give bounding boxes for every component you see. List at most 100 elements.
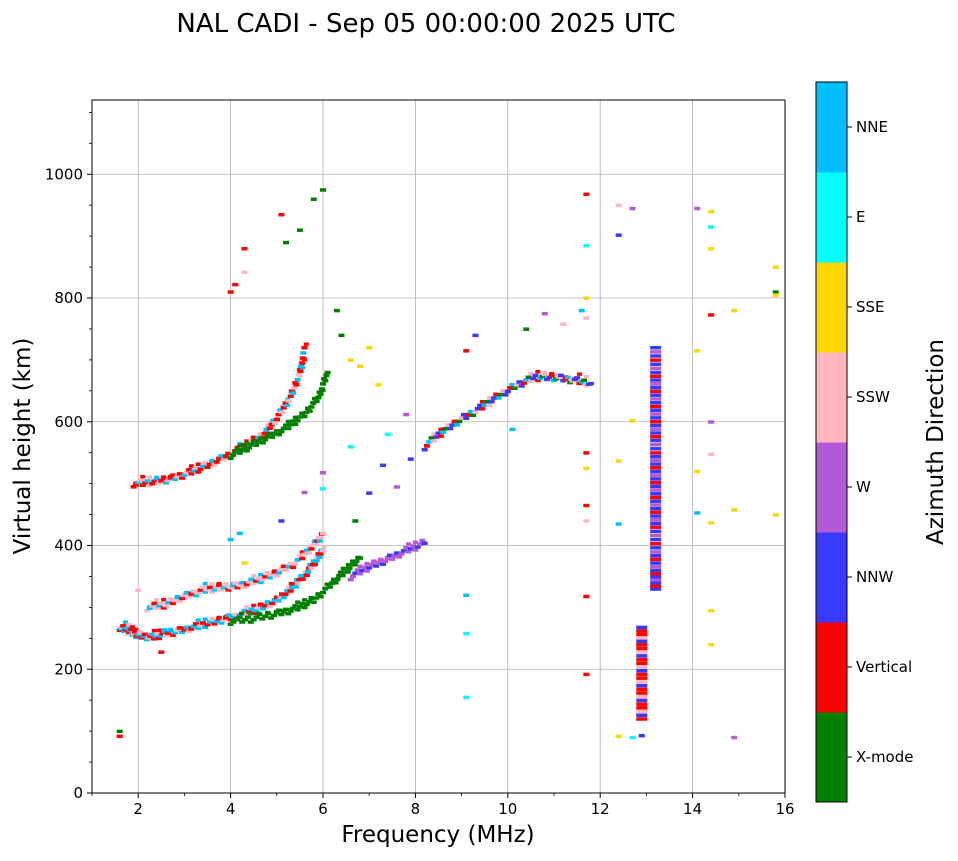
echo-mark: [772, 513, 779, 517]
echo-mark: [265, 611, 272, 616]
echo-mark: [225, 588, 232, 592]
echo-mark: [255, 440, 262, 444]
echo-mark: [650, 581, 662, 585]
echo-mark: [172, 630, 179, 635]
echo-mark: [239, 620, 246, 624]
echo-mark: [650, 529, 662, 534]
echo-mark: [241, 445, 248, 449]
echo-mark: [708, 643, 715, 647]
echo-mark: [650, 404, 662, 409]
echo-mark: [306, 551, 313, 555]
echo-mark: [650, 370, 662, 375]
echo-mark: [636, 639, 648, 644]
echo-mark: [313, 596, 320, 600]
echo-mark: [188, 592, 195, 596]
echo-mark: [297, 369, 304, 374]
echo-mark: [213, 460, 220, 464]
echo-mark: [236, 583, 243, 588]
echo-mark: [227, 290, 234, 294]
echo-mark: [636, 702, 648, 706]
echo-mark: [202, 590, 209, 594]
echo-mark: [199, 464, 206, 468]
echo-mark: [283, 568, 290, 572]
colorbar-swatch-w: [816, 442, 847, 533]
echo-mark: [576, 372, 582, 376]
echo-mark: [233, 617, 240, 622]
colorbar-swatch-e: [816, 172, 847, 263]
echo-mark: [486, 396, 492, 400]
echo-mark: [389, 557, 396, 561]
echo-mark: [244, 439, 250, 443]
echo-mark: [539, 374, 546, 379]
echo-mark: [222, 616, 229, 620]
echo-mark: [299, 577, 306, 581]
echo-mark: [144, 608, 151, 613]
echo-mark: [165, 631, 172, 635]
x-tick-label: 14: [683, 800, 702, 818]
echo-mark: [283, 423, 290, 427]
echo-mark: [213, 585, 220, 590]
echo-mark: [303, 410, 310, 415]
echo-mark: [206, 620, 213, 624]
colorbar-frame: [815, 81, 848, 803]
echo-mark: [636, 672, 648, 677]
echo-mark: [615, 459, 622, 463]
echo-mark: [458, 416, 465, 420]
echo-mark: [341, 570, 348, 574]
echo-mark: [257, 437, 264, 441]
echo-mark: [343, 566, 350, 571]
echo-mark: [287, 394, 294, 399]
echo-mark: [158, 479, 165, 483]
echo-mark: [317, 535, 324, 540]
echo-mark: [258, 572, 264, 577]
echo-mark: [583, 503, 590, 508]
echo-mark: [155, 636, 162, 641]
echo-mark: [176, 626, 183, 630]
echo-mark: [241, 585, 248, 589]
echo-mark: [154, 632, 161, 636]
echo-mark: [139, 483, 146, 487]
echo-mark: [636, 625, 648, 630]
echo-mark: [322, 378, 329, 383]
echo-mark: [192, 593, 199, 598]
echo-mark: [315, 592, 322, 596]
echo-mark: [190, 469, 197, 473]
echo-mark: [275, 412, 282, 417]
echo-mark: [368, 563, 375, 567]
echo-mark: [442, 426, 449, 431]
echo-mark: [142, 481, 149, 485]
echo-mark: [204, 622, 211, 627]
echo-mark: [209, 617, 216, 622]
echo-mark: [396, 555, 403, 559]
echo-mark: [292, 381, 299, 385]
echo-mark: [495, 396, 502, 400]
echo-mark: [438, 427, 444, 432]
echo-mark: [574, 376, 581, 380]
echo-mark: [650, 546, 662, 550]
echo-mark: [629, 735, 636, 740]
echo-mark: [583, 519, 590, 523]
echo-mark: [250, 435, 257, 440]
echo-mark: [403, 412, 410, 417]
echo-mark: [259, 577, 266, 582]
echo-mark: [280, 426, 287, 431]
echo-mark: [283, 607, 290, 612]
echo-mark: [313, 559, 320, 563]
echo-mark: [447, 426, 454, 431]
echo-mark: [564, 375, 571, 380]
echo-mark: [162, 603, 169, 608]
y-tick-label: 0: [73, 784, 83, 802]
echo-mark: [366, 346, 373, 350]
echo-mark: [636, 654, 648, 658]
echo-mark: [384, 556, 391, 561]
echo-mark: [694, 206, 701, 211]
echo-mark: [650, 451, 662, 455]
echo-mark: [241, 247, 248, 251]
echo-mark: [237, 443, 243, 448]
echo-mark: [259, 606, 266, 611]
x-tick-label: 8: [411, 800, 421, 818]
echo-mark: [481, 403, 488, 408]
echo-mark: [636, 661, 648, 666]
echo-mark: [708, 209, 715, 214]
echo-mark: [273, 611, 280, 615]
